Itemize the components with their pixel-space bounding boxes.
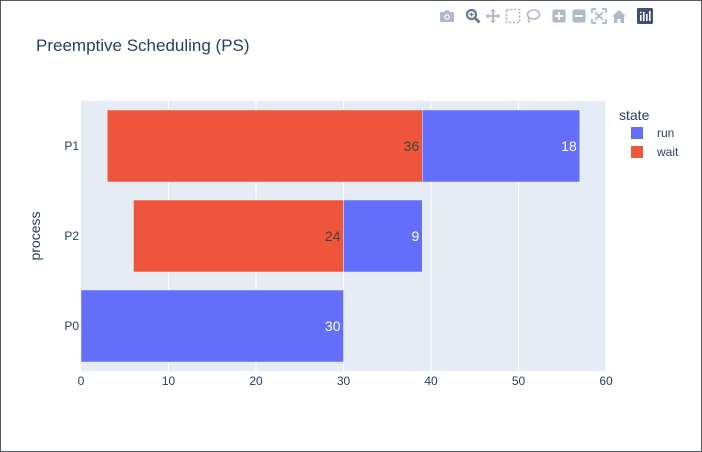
y-tick-label: P1 (64, 139, 79, 153)
x-axis: 0 10 20 30 40 50 60 (78, 374, 613, 388)
x-tick-label: 20 (249, 374, 263, 388)
bars-layer: 36 24 18 9 30 (80, 109, 580, 363)
bar-value-label: 36 (404, 138, 420, 154)
legend-title: state (619, 107, 650, 123)
chart-title: Preemptive Scheduling (PS) (36, 36, 250, 55)
bar-value-label: 24 (325, 228, 341, 244)
bar-run-p0[interactable] (80, 289, 344, 363)
modebar (437, 6, 655, 26)
zoom-icon[interactable] (463, 6, 483, 26)
legend-swatch-run[interactable] (631, 127, 643, 139)
x-tick-label: 10 (162, 374, 176, 388)
x-tick-label: 30 (337, 374, 351, 388)
bar-value-label: 9 (411, 228, 419, 244)
bar-value-label: 18 (561, 138, 577, 154)
autoscale-icon[interactable] (589, 6, 609, 26)
y-tick-label: P0 (64, 319, 79, 333)
bar-wait-p2[interactable] (133, 199, 344, 273)
legend: state run wait (619, 107, 679, 159)
bar-wait-p1[interactable] (107, 109, 423, 183)
legend-swatch-wait[interactable] (631, 146, 643, 158)
legend-label-run[interactable]: run (657, 126, 674, 140)
x-tick-label: 0 (78, 374, 85, 388)
x-tick-label: 40 (424, 374, 438, 388)
zoom-in-icon[interactable] (549, 6, 569, 26)
x-tick-label: 50 (512, 374, 526, 388)
x-tick-label: 60 (599, 374, 613, 388)
pan-icon[interactable] (483, 6, 503, 26)
y-tick-label: P2 (64, 229, 79, 243)
y-axis: P1 P2 P0 (64, 139, 79, 333)
bar-value-label: 30 (325, 318, 341, 334)
bar-run-p1[interactable] (422, 109, 580, 183)
reset-axes-icon[interactable] (609, 6, 629, 26)
y-axis-title: process (27, 211, 43, 260)
legend-label-wait[interactable]: wait (656, 145, 679, 159)
bar-run-p2[interactable] (343, 199, 423, 273)
box-select-icon[interactable] (503, 6, 523, 26)
plotly-logo-icon[interactable] (635, 6, 655, 26)
zoom-out-icon[interactable] (569, 6, 589, 26)
lasso-select-icon[interactable] (523, 6, 543, 26)
camera-icon[interactable] (437, 6, 457, 26)
